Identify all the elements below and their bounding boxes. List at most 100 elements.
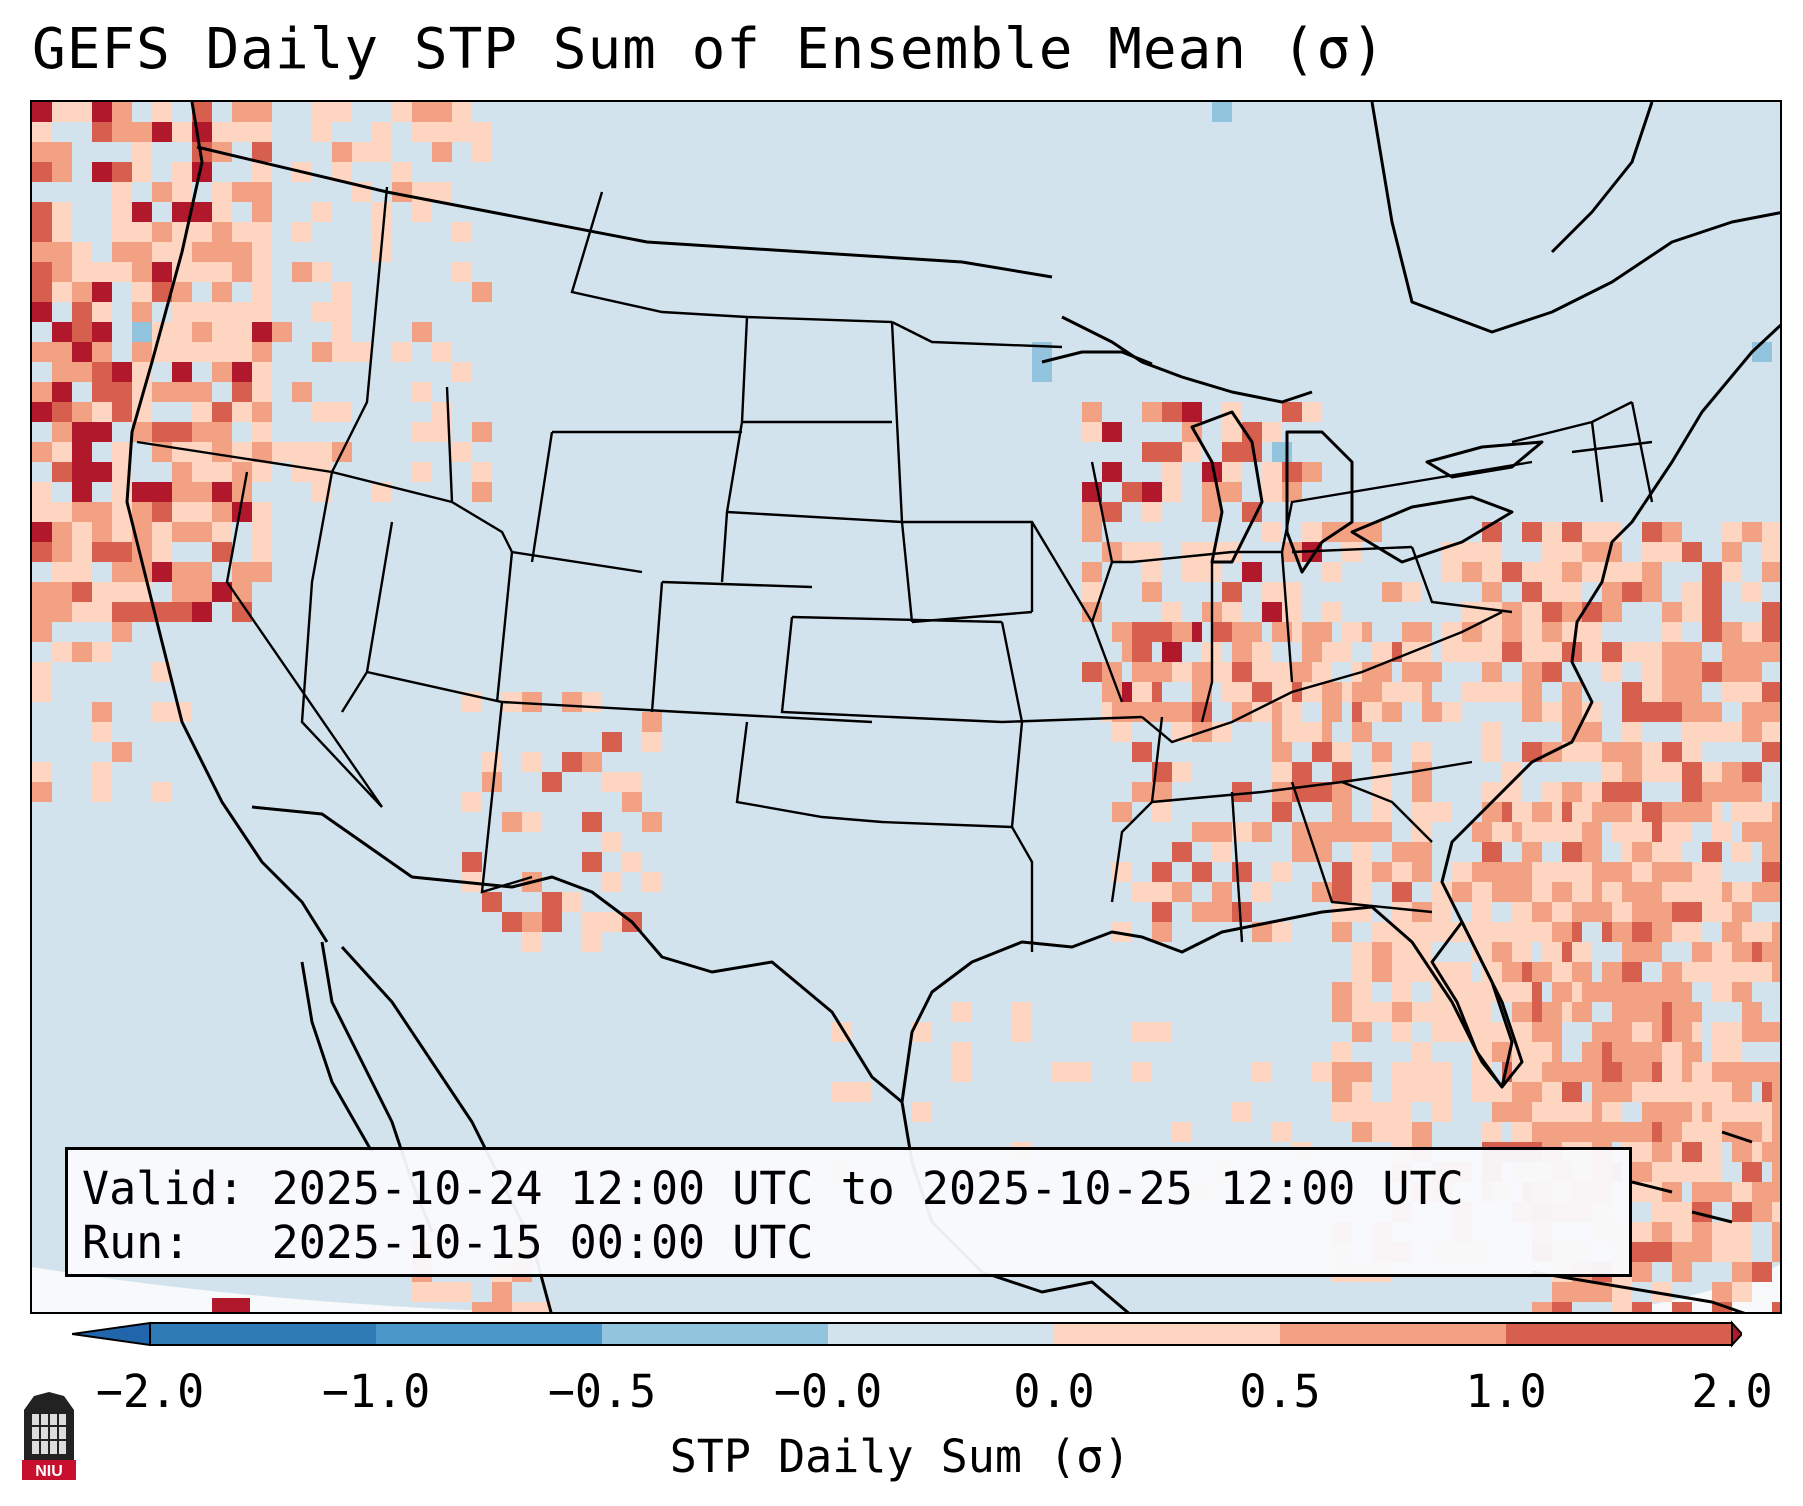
stp-cell bbox=[152, 322, 172, 342]
stp-cell bbox=[1562, 622, 1582, 642]
stp-cell bbox=[152, 122, 172, 142]
stp-cell bbox=[492, 1302, 512, 1312]
stp-cell bbox=[582, 752, 602, 772]
stp-cell bbox=[1512, 902, 1532, 922]
stp-cell bbox=[1122, 542, 1142, 562]
stp-cell bbox=[1642, 582, 1662, 602]
stp-cell bbox=[1742, 642, 1762, 662]
stp-cell bbox=[1172, 622, 1192, 642]
stp-cell bbox=[412, 322, 432, 342]
stp-cell bbox=[1552, 1062, 1572, 1082]
stp-cell bbox=[1142, 402, 1162, 422]
stp-cell bbox=[52, 222, 72, 242]
stp-cell bbox=[1502, 642, 1522, 662]
stp-cell bbox=[152, 702, 172, 722]
projection-edge bbox=[32, 1267, 512, 1312]
stp-cell bbox=[852, 1082, 872, 1102]
stp-cell bbox=[92, 702, 112, 722]
stp-cell bbox=[152, 242, 172, 262]
stp-cell bbox=[1492, 862, 1512, 882]
stp-cell bbox=[1352, 962, 1372, 982]
stp-cell bbox=[1742, 782, 1762, 802]
stp-cell bbox=[1642, 742, 1662, 762]
stp-cell bbox=[1132, 1022, 1152, 1042]
stp-cell bbox=[1192, 902, 1212, 922]
stp-cell bbox=[1322, 682, 1342, 702]
stp-cell bbox=[1552, 822, 1572, 842]
stp-cell bbox=[1382, 582, 1402, 602]
stp-cell bbox=[32, 762, 52, 782]
stp-cell bbox=[1672, 1002, 1692, 1022]
stp-cell bbox=[252, 262, 272, 282]
stp-cell bbox=[1722, 562, 1742, 582]
run-time-text: Run: 2025-10-15 00:00 UTC bbox=[82, 1216, 814, 1269]
stp-cell bbox=[1472, 1002, 1492, 1022]
stp-cell bbox=[1612, 922, 1632, 942]
lower-michigan bbox=[1285, 430, 1354, 574]
stp-cell bbox=[292, 222, 312, 242]
stp-cell bbox=[212, 342, 232, 362]
stp-cell bbox=[212, 502, 232, 522]
stp-cell bbox=[112, 242, 132, 262]
stp-cell bbox=[1372, 822, 1392, 842]
stp-cell bbox=[562, 752, 582, 772]
stp-cell bbox=[112, 582, 132, 602]
stp-cell bbox=[1352, 1022, 1372, 1042]
stp-cell bbox=[1292, 842, 1312, 862]
stp-cell bbox=[1742, 662, 1762, 682]
stp-cell bbox=[252, 202, 272, 222]
stp-cell bbox=[1552, 1282, 1572, 1302]
stp-cell bbox=[1392, 982, 1412, 1002]
stp-cell bbox=[1582, 822, 1602, 842]
stp-cell bbox=[1332, 742, 1352, 762]
stp-cell bbox=[462, 852, 482, 872]
stp-cell bbox=[312, 462, 332, 482]
stp-cell bbox=[212, 542, 232, 562]
stp-cell bbox=[502, 812, 522, 832]
stp-cell bbox=[1772, 822, 1780, 842]
stp-cell bbox=[1642, 942, 1662, 962]
stp-cell bbox=[1302, 402, 1322, 422]
stp-cell bbox=[1682, 742, 1702, 762]
stp-cell bbox=[52, 402, 72, 422]
stp-cell bbox=[1312, 822, 1332, 842]
stp-cell bbox=[502, 912, 522, 932]
stp-cell bbox=[72, 602, 92, 622]
stp-cell bbox=[372, 122, 392, 142]
stp-cell bbox=[1672, 862, 1692, 882]
stp-cell bbox=[1332, 802, 1352, 822]
stp-cell bbox=[392, 342, 412, 362]
stp-cell bbox=[192, 382, 212, 402]
stp-cell bbox=[1352, 842, 1372, 862]
stp-cell bbox=[1732, 1182, 1752, 1202]
stp-cell bbox=[562, 892, 582, 912]
stp-cell bbox=[1632, 1022, 1652, 1042]
stp-cell bbox=[252, 502, 272, 522]
stp-cell bbox=[1762, 742, 1780, 762]
colorbar-tick-label: −0.5 bbox=[547, 1365, 657, 1418]
stp-cell bbox=[192, 222, 212, 242]
stp-cell bbox=[312, 402, 332, 422]
colorbar-label: STP Daily Sum (σ) bbox=[669, 1430, 1131, 1483]
stp-cell bbox=[1142, 442, 1162, 462]
stp-cell bbox=[1412, 1062, 1432, 1082]
stp-cell bbox=[72, 582, 92, 602]
stp-cell bbox=[1432, 1022, 1452, 1042]
stp-cell bbox=[152, 182, 172, 202]
stp-cell bbox=[1302, 722, 1322, 742]
stp-cell bbox=[1522, 602, 1542, 622]
stp-cell bbox=[1392, 842, 1412, 862]
stp-cell bbox=[1762, 862, 1780, 882]
stp-cell bbox=[72, 342, 92, 362]
stp-cell bbox=[1642, 1002, 1662, 1022]
stp-cell bbox=[1562, 1082, 1582, 1102]
stp-cell bbox=[1702, 562, 1722, 582]
stp-cell bbox=[212, 442, 232, 462]
stp-cell bbox=[32, 582, 52, 602]
stp-cell bbox=[1472, 942, 1492, 962]
stp-cell bbox=[1352, 1102, 1372, 1122]
stp-cell bbox=[1352, 882, 1372, 902]
stp-cell bbox=[192, 462, 212, 482]
map-panel[interactable] bbox=[30, 100, 1782, 1314]
stp-cell bbox=[312, 442, 332, 462]
